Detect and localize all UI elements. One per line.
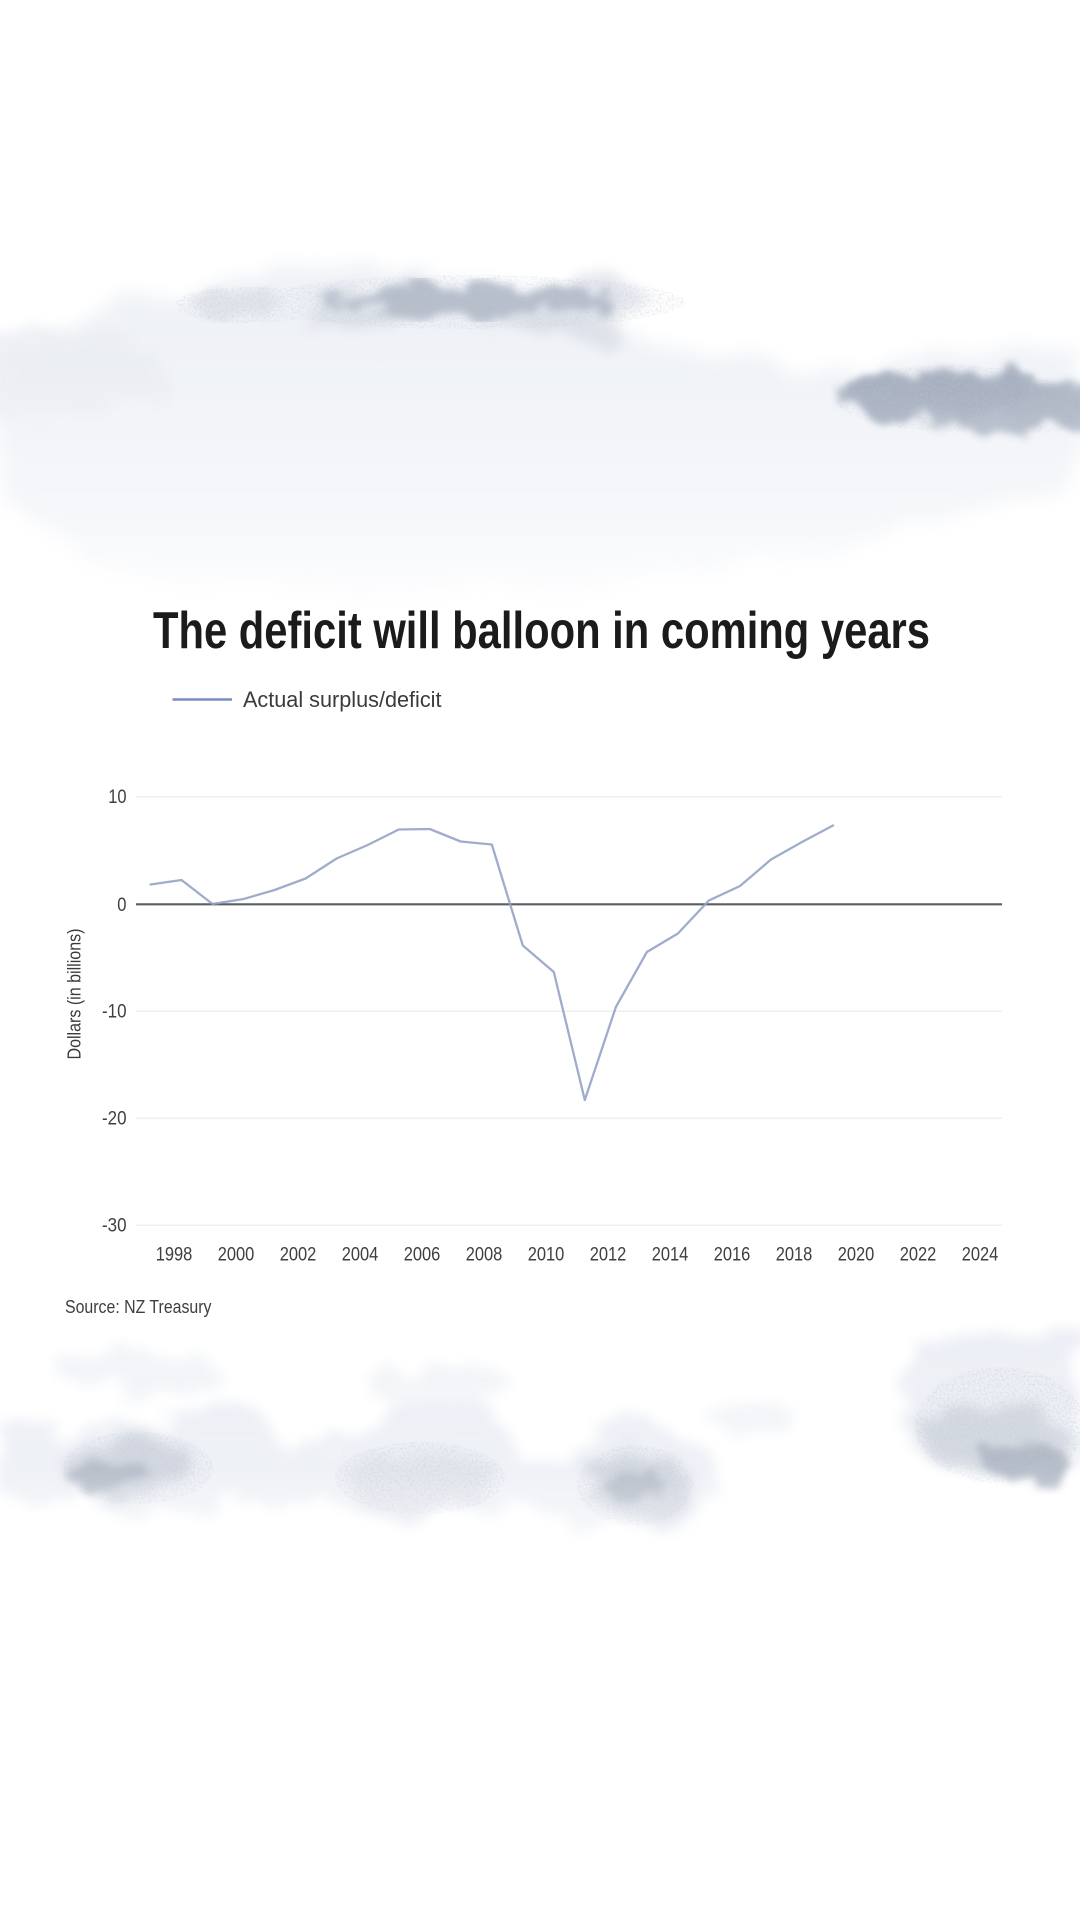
- svg-text:2020: 2020: [838, 1245, 875, 1266]
- svg-text:2018: 2018: [776, 1245, 813, 1266]
- svg-text:2014: 2014: [652, 1245, 689, 1266]
- svg-text:Actual surplus/deficit: Actual surplus/deficit: [243, 687, 442, 712]
- svg-text:2022: 2022: [900, 1245, 937, 1266]
- svg-text:0: 0: [117, 895, 126, 916]
- svg-text:2016: 2016: [714, 1245, 751, 1266]
- svg-text:2024: 2024: [962, 1245, 999, 1266]
- svg-text:-10: -10: [102, 1002, 127, 1023]
- svg-text:2000: 2000: [218, 1245, 255, 1266]
- svg-text:Dollars (in billions): Dollars (in billions): [64, 929, 85, 1060]
- svg-text:-20: -20: [102, 1109, 127, 1130]
- svg-text:-30: -30: [102, 1216, 127, 1237]
- svg-text:2004: 2004: [342, 1245, 379, 1266]
- svg-text:2002: 2002: [280, 1245, 317, 1266]
- svg-text:10: 10: [108, 787, 126, 808]
- svg-text:2008: 2008: [466, 1245, 503, 1266]
- svg-text:2006: 2006: [404, 1245, 441, 1266]
- svg-text:2010: 2010: [528, 1245, 565, 1266]
- svg-text:2012: 2012: [590, 1245, 627, 1266]
- svg-text:The deficit will balloon in co: The deficit will balloon in coming years: [153, 602, 930, 660]
- svg-text:Source: NZ Treasury: Source: NZ Treasury: [65, 1297, 212, 1317]
- svg-text:1998: 1998: [156, 1245, 193, 1266]
